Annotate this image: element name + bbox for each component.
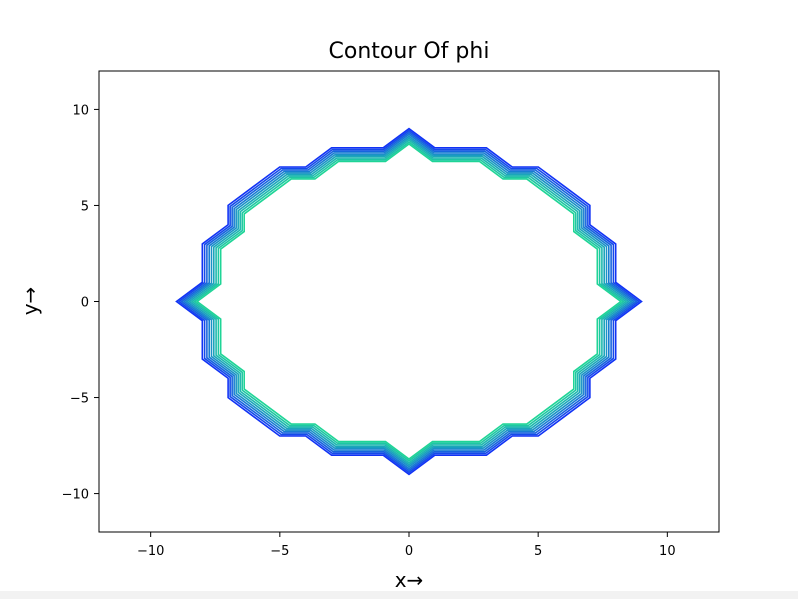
x-tick-label: 0 [405,544,413,559]
y-tick-label: 0 [81,296,89,311]
contour-level-3 [190,139,628,464]
contour-level-2 [193,141,625,462]
y-tick-label: −5 [70,392,89,407]
x-tick-label: −10 [137,544,164,559]
y-tick-label: 5 [81,199,89,214]
y-axis-title: y→ [18,287,42,316]
x-tick-label: 10 [659,544,676,559]
y-axis-ticks: −10 −5 0 5 10 [62,103,99,503]
x-axis-title: x→ [395,568,424,592]
contour-level-1 [195,142,623,461]
x-tick-label: 5 [534,544,542,559]
y-tick-label: −10 [62,488,89,503]
contour-level-9 [175,127,643,476]
y-tick-label: 10 [72,103,89,118]
window-bottom-edge [0,591,798,599]
chart-title: Contour Of phi [329,39,490,64]
contour-level-5 [185,135,633,468]
contour-level-7 [180,131,638,472]
contour-level-6 [182,133,636,470]
contour-level-4 [188,137,630,466]
x-axis-ticks: −10 −5 0 5 10 [137,532,676,559]
contour-level-8 [177,129,641,474]
x-tick-label: −5 [270,544,289,559]
contour-lines [175,127,643,476]
